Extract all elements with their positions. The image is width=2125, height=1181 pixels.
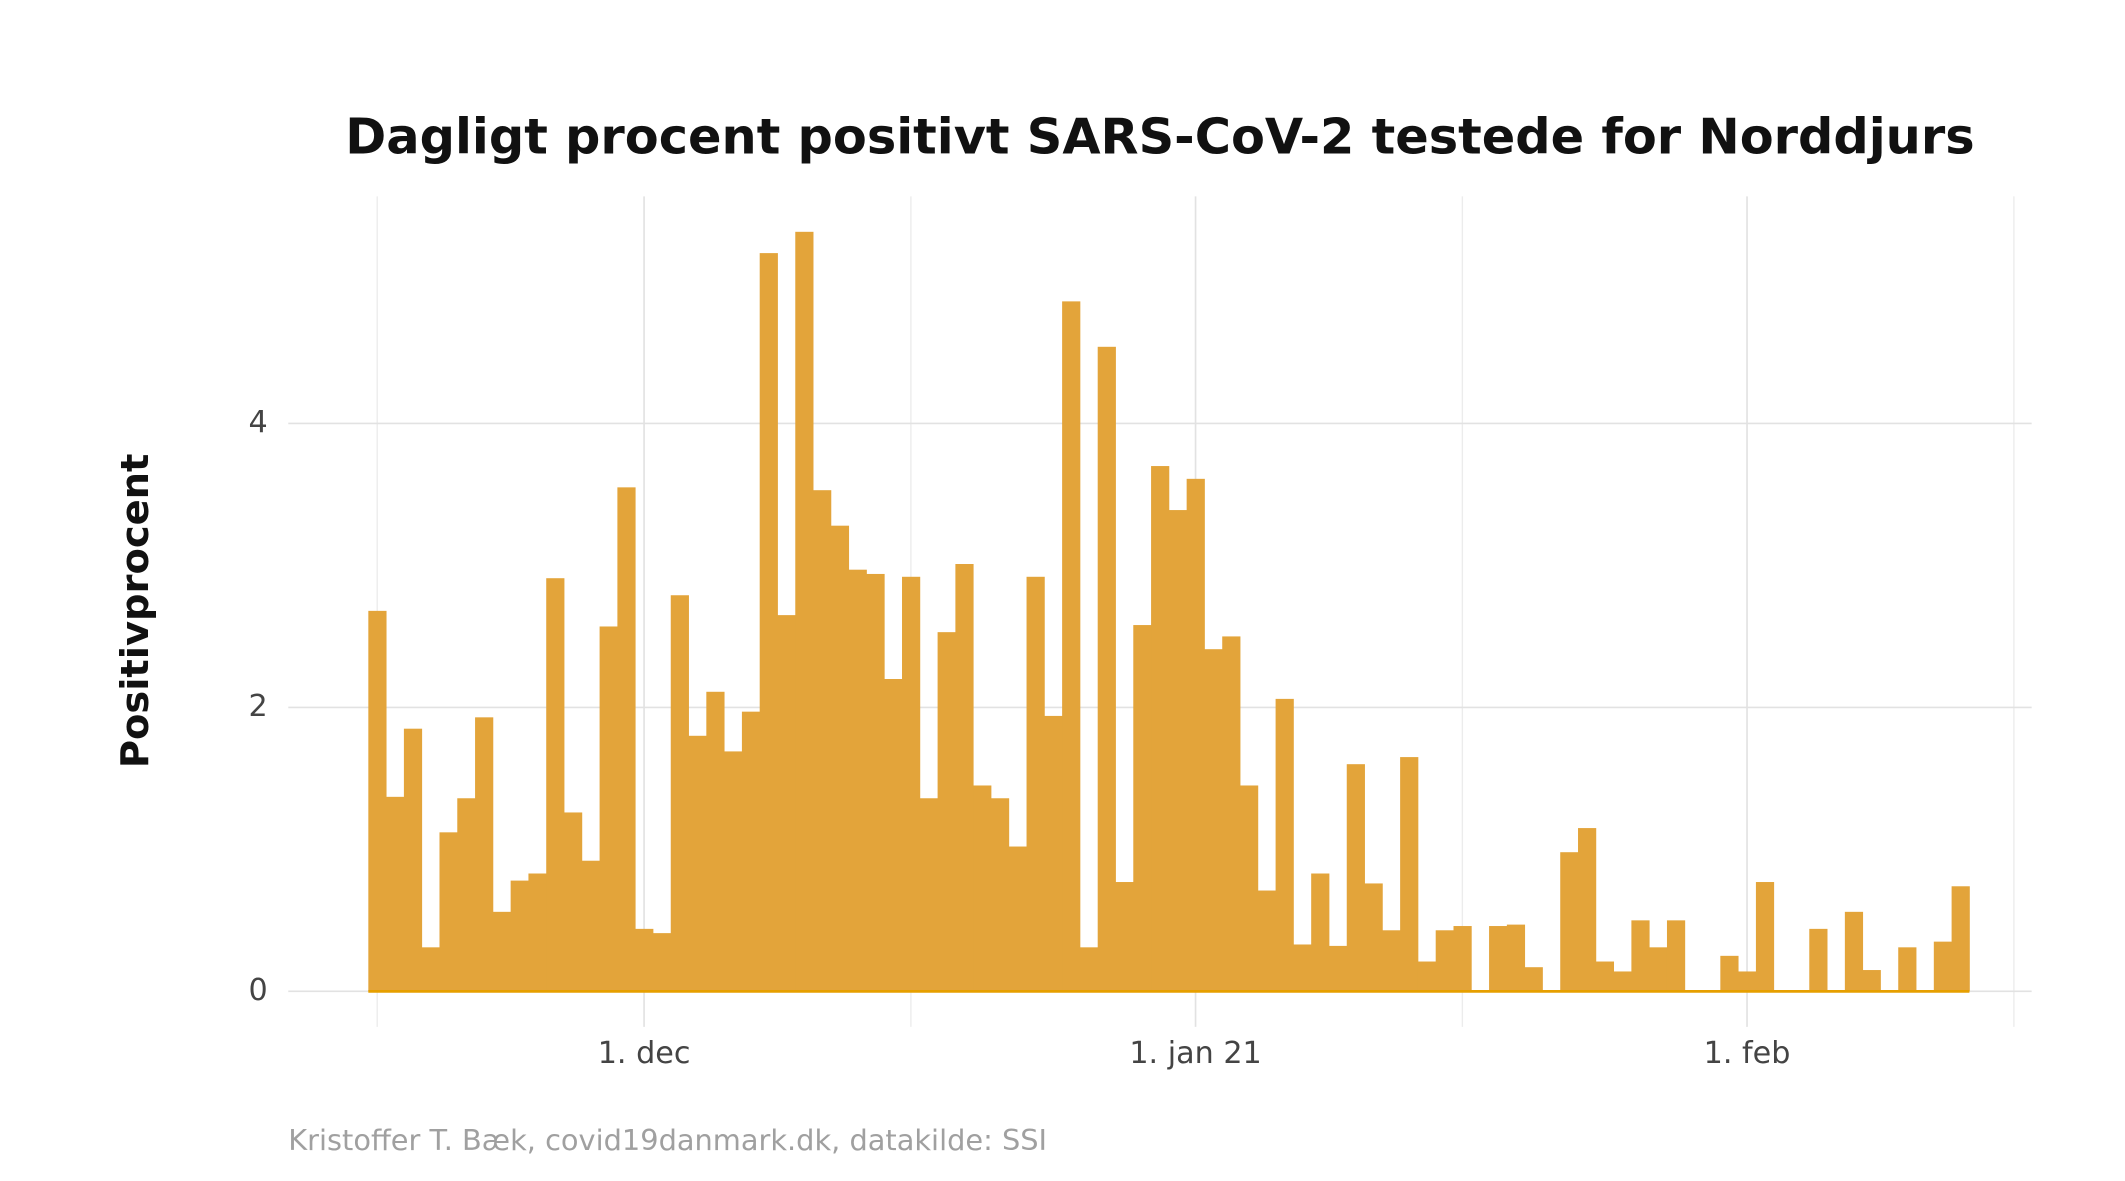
bar [795, 231, 814, 992]
bar [1506, 924, 1526, 992]
y-axis-title: Positivprocent [113, 454, 158, 769]
bar [492, 911, 512, 992]
bar [1613, 971, 1632, 992]
bar [919, 798, 939, 992]
bar [973, 785, 992, 992]
bars [368, 231, 1970, 993]
bar [990, 798, 1010, 992]
bar [670, 595, 689, 992]
bar [421, 947, 440, 992]
y-tick-label: 4 [248, 405, 267, 440]
bar [1097, 346, 1116, 992]
bar [1346, 764, 1365, 992]
bar [599, 626, 618, 992]
bar [1578, 828, 1597, 992]
bar [830, 525, 850, 992]
bar [439, 832, 458, 992]
bar [510, 880, 529, 992]
bar [884, 679, 903, 992]
bar [1186, 478, 1205, 992]
bar [706, 691, 725, 992]
bar [688, 735, 707, 992]
bar [528, 873, 547, 992]
bar [1222, 636, 1241, 992]
bar [403, 728, 423, 992]
bar [1044, 715, 1063, 992]
bar [724, 751, 743, 992]
bar [1008, 846, 1027, 992]
bar [475, 717, 494, 992]
bar [1809, 928, 1828, 992]
bar [955, 564, 974, 992]
bar [1417, 961, 1437, 992]
bar [813, 490, 832, 992]
bar [1328, 945, 1348, 992]
x-tick-label: 1. dec [598, 1036, 691, 1071]
bar [1844, 911, 1864, 992]
bar [759, 253, 778, 992]
bar [1364, 883, 1383, 992]
bar [937, 632, 956, 992]
bar [1720, 955, 1739, 992]
bar [1275, 698, 1294, 992]
caption: Kristoffer T. Bæk, covid19danmark.dk, da… [288, 1123, 1047, 1157]
bar [1240, 785, 1259, 992]
bar [368, 610, 387, 992]
bar [1151, 466, 1170, 992]
bar [1311, 873, 1330, 992]
bar [581, 860, 601, 992]
bar [1933, 941, 1953, 992]
bar [1595, 961, 1615, 992]
bar [564, 812, 583, 992]
bar [635, 928, 654, 992]
bar [1435, 930, 1454, 992]
bar [1453, 926, 1472, 992]
bar [902, 576, 921, 992]
bar [617, 487, 636, 992]
bar [866, 573, 885, 992]
bar [777, 615, 796, 992]
bar [1631, 920, 1650, 992]
bar [1524, 967, 1543, 992]
x-tick-label: 1. feb [1704, 1036, 1791, 1071]
chart-title: Dagligt procent positivt SARS-CoV-2 test… [345, 108, 1974, 166]
bar [1257, 890, 1277, 992]
bar [1666, 920, 1686, 992]
bar [457, 798, 476, 992]
bar [1489, 926, 1508, 992]
bar [546, 578, 565, 992]
bar [1204, 649, 1223, 992]
bar [1649, 947, 1668, 992]
bar [1951, 886, 1970, 992]
bar [1755, 882, 1775, 992]
bar [1738, 971, 1757, 992]
bar [1079, 947, 1099, 992]
bar [848, 569, 867, 992]
y-tick-label: 0 [248, 973, 267, 1008]
bar [652, 933, 672, 992]
tick-labels: 0 2 4 1. dec 1. jan 21 1. feb [248, 405, 1790, 1071]
bar [1115, 882, 1134, 992]
bar [1062, 301, 1081, 992]
y-tick-label: 2 [248, 689, 267, 724]
bar [1400, 757, 1419, 992]
bar [1168, 510, 1188, 992]
bar [386, 796, 405, 992]
bar [1026, 576, 1045, 992]
bar [741, 711, 761, 992]
bar [1862, 970, 1881, 992]
bar [1382, 930, 1401, 992]
bar [1560, 852, 1579, 992]
bar [1133, 625, 1152, 992]
bar [1293, 944, 1312, 992]
x-tick-label: 1. jan 21 [1129, 1036, 1261, 1071]
bar [1898, 947, 1917, 992]
